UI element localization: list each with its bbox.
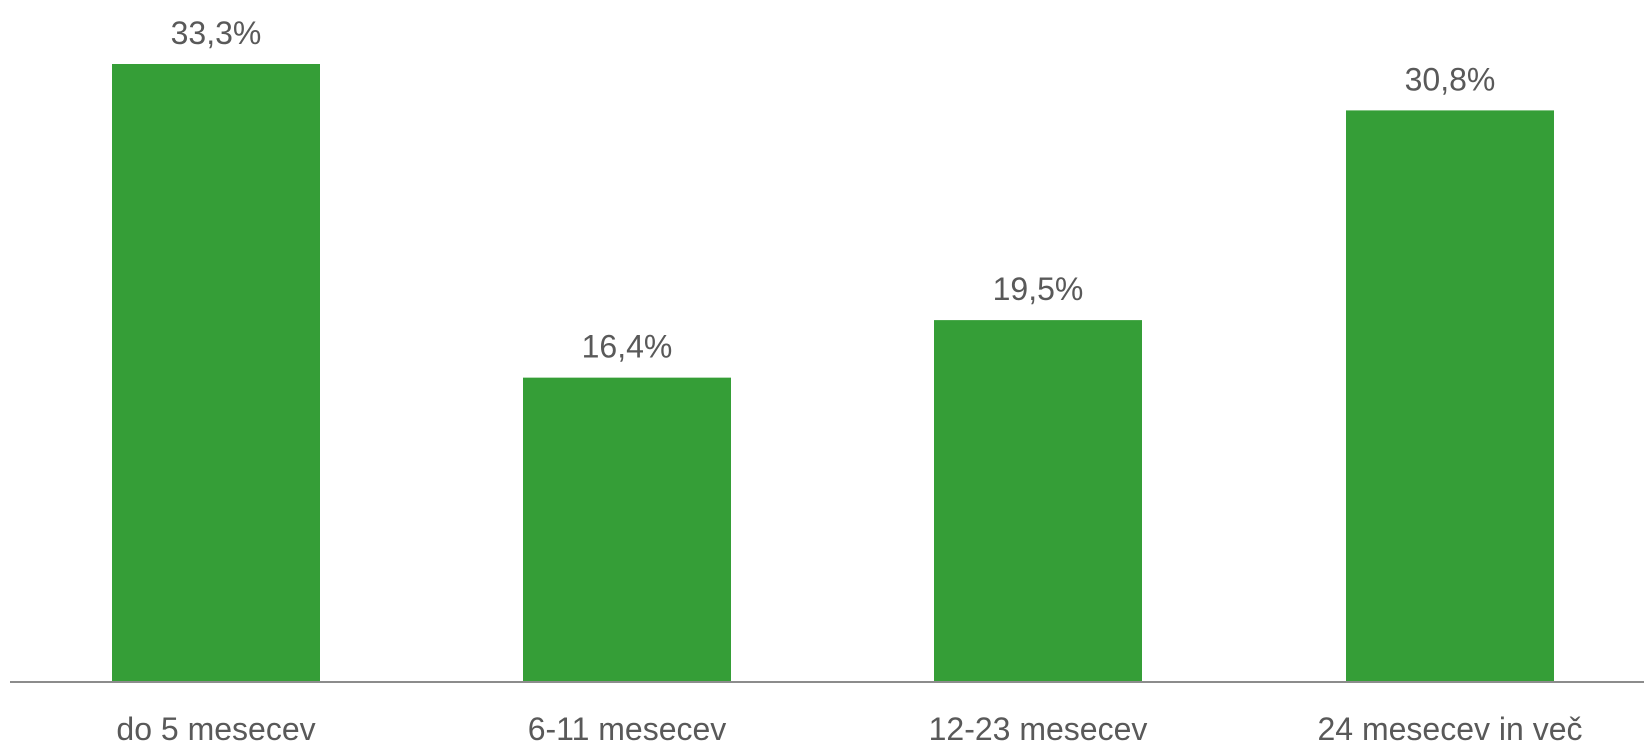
data-label-4: 30,8% — [1405, 61, 1496, 97]
bars-group — [112, 64, 1554, 683]
x-tick-label-3: 12-23 mesecev — [929, 711, 1148, 745]
data-label-2: 16,4% — [582, 329, 673, 365]
bar-3 — [934, 320, 1142, 682]
x-tick-labels-group: do 5 mesecev 6-11 mesecev 12-23 mesecev 24 … — [116, 711, 1582, 745]
data-label-1: 33,3% — [171, 15, 262, 51]
data-labels-group: 33,3% 16,4% 19,5% 30,8% — [171, 15, 1496, 365]
data-label-3: 19,5% — [993, 271, 1084, 307]
bar-2 — [523, 377, 731, 682]
bar-1 — [112, 64, 320, 682]
bar-4 — [1346, 110, 1554, 683]
x-tick-label-4: 24 mesecev in več — [1317, 711, 1582, 745]
x-tick-label-2: 6-11 mesecev — [528, 711, 727, 745]
x-tick-label-1: do 5 mesecev — [116, 711, 315, 745]
